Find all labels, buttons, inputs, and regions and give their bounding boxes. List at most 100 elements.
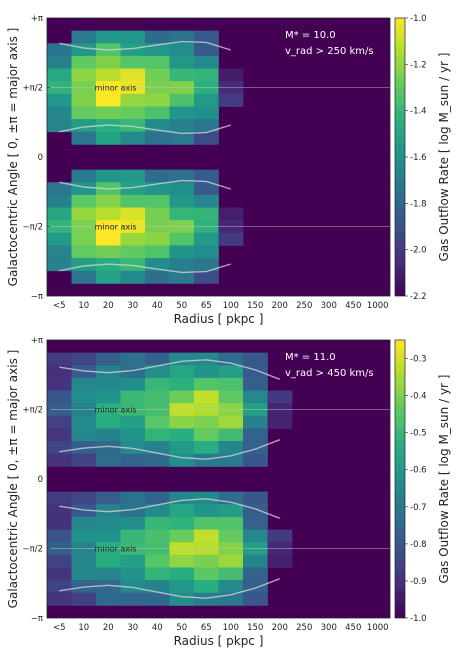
heatmap-cell [120,207,146,221]
heatmap-cell [145,415,170,429]
heatmap-cell [47,55,72,69]
heatmap-cell [96,428,121,442]
heatmap-cell [145,106,170,120]
heatmap-cell [243,592,268,606]
heatmap-cell [194,55,219,69]
heatmap-cell [145,390,170,404]
heatmap-cell [194,270,219,284]
heatmap-cell [194,194,219,208]
heatmap-cell [169,194,195,208]
minor-axis-label: minor axis [95,406,137,415]
heatmap-cell [145,245,170,259]
heatmap-cell [71,592,97,606]
heatmap-cell [71,119,97,133]
heatmap-cell [96,352,121,366]
heatmap-cell [71,270,97,284]
heatmap-cell [47,390,72,404]
heatmap-cell [145,270,170,284]
heatmap-cell [120,592,146,606]
heatmap-cell [243,554,268,568]
heatmap-cell [194,245,219,259]
colorbar-tick-label: -2.2 [410,292,427,302]
x-tick-label: 10 [78,301,89,311]
heatmap-cell [71,245,97,259]
heatmap-cell [96,245,121,259]
heatmap-cell [120,352,146,366]
x-tick-label: 65 [201,301,212,311]
heatmap-cell [120,270,146,284]
heatmap-cell [218,207,244,221]
heatmap-cell [194,554,219,568]
heatmap-cell [194,567,219,581]
heatmap-cell [96,194,121,208]
heatmap-cell [47,43,72,57]
x-tick-label: 50 [176,301,187,311]
heatmap-cell [120,554,146,568]
heatmap-cell [169,415,195,429]
heatmap-cell [145,131,170,145]
heatmap-cell [145,68,170,82]
heatmap-cell [243,580,268,594]
colorbar [394,339,406,619]
heatmap-cell [194,580,219,594]
heatmap-cell [120,93,146,107]
heatmap-cell [194,415,219,429]
heatmap-cell [120,68,146,82]
heatmap-cell [47,245,72,259]
heatmap-cell [96,30,121,44]
heatmap-cell [169,516,195,530]
heatmap-cell [120,182,146,196]
heatmap-cell [71,68,97,82]
heatmap-cell [96,365,121,379]
x-tick-label: 50 [176,623,187,633]
y-tick-label: −π [31,292,43,302]
heatmap-cell [120,453,146,467]
x-tick-label: 65 [201,623,212,633]
heatmap-cell [120,55,146,69]
heatmap-cell [218,365,244,379]
heatmap-cell [194,119,219,133]
colorbar-tick-label: -0.8 [410,540,427,550]
heatmap-cell [169,580,195,594]
heatmap-cell [194,131,219,145]
heatmap-cell [96,580,121,594]
heatmap-cell [120,529,146,543]
heatmap-cell [47,207,72,221]
heatmap-cell [194,207,219,221]
heatmap-cell [218,415,244,429]
heatmap-cell [145,428,170,442]
heatmap-cell [194,93,219,107]
heatmap-cell [169,119,195,133]
heatmap-cell [169,68,195,82]
heatmap-cell [47,516,72,530]
heatmap-cell [169,182,195,196]
heatmap-cell [169,245,195,259]
x-tick-label: 20 [103,623,114,633]
heatmap-cell [145,194,170,208]
heatmap-cell [96,390,121,404]
heatmap-cell [169,504,195,518]
heatmap-cell [47,119,72,133]
heatmap-cell [169,365,195,379]
heatmap-cell [218,567,244,581]
heatmap-cell [71,182,97,196]
x-tick-label: <5 [53,301,66,311]
heatmap-cell [218,529,244,543]
heatmap-cell [145,182,170,196]
heatmap-cell [145,554,170,568]
stellar-mass-annotation: M* = 10.0 [285,30,336,41]
heatmap-cell [47,68,72,82]
heatmap-cell [145,207,170,221]
heatmap-cell [120,441,146,455]
heatmap-cell [169,270,195,284]
heatmap-cell [194,106,219,120]
heatmap-cell [218,554,244,568]
heatmap-cell [47,377,72,391]
contour-line [59,578,281,599]
heatmap-cell [243,491,268,505]
heatmap-cell [120,377,146,391]
heatmap-cell [169,169,195,183]
heatmap-cell [243,377,268,391]
heatmap-cell [71,55,97,69]
